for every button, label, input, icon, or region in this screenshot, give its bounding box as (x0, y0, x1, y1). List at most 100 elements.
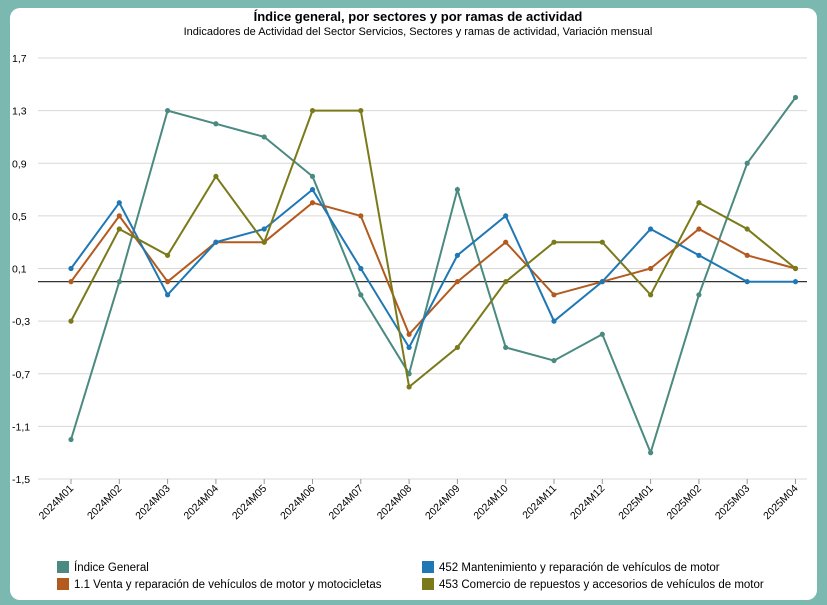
data-point (648, 450, 654, 456)
data-point (309, 186, 316, 193)
data-point (68, 318, 74, 324)
data-point (116, 226, 122, 232)
x-tick-label: 2024M12 (568, 483, 608, 523)
data-point (503, 213, 509, 219)
data-point (454, 186, 460, 193)
legend-swatch (422, 578, 434, 590)
x-tick-label: 2024M06 (278, 483, 318, 523)
data-point (261, 239, 267, 245)
data-point (261, 226, 267, 232)
data-point (792, 265, 799, 272)
data-point (648, 226, 654, 232)
chart-card: Índice general, por sectores y por ramas… (10, 8, 817, 600)
x-tick-label: 2024M02 (85, 483, 125, 523)
data-point (551, 239, 557, 245)
data-point (599, 239, 605, 245)
data-point (792, 94, 799, 101)
legend-swatch (422, 561, 434, 573)
x-tick-label: 2025M03 (713, 483, 753, 523)
data-point (696, 226, 702, 232)
x-tick-label: 2024M10 (471, 483, 511, 523)
legend-label: Índice General (74, 561, 149, 574)
y-tick-label: -0,7 (12, 369, 30, 381)
data-point (744, 279, 750, 285)
data-point (503, 239, 509, 245)
data-point (599, 279, 605, 285)
data-point (309, 200, 316, 206)
data-point (116, 279, 122, 285)
data-point (792, 279, 799, 285)
data-point (358, 213, 364, 219)
data-point (165, 252, 171, 258)
x-tick-label: 2024M08 (375, 483, 415, 523)
data-point (213, 121, 219, 127)
x-axis-ticks: 2024M01 2024M02 2024M03 2024M04 2024M05 2024M… (37, 483, 801, 523)
data-point (454, 344, 460, 351)
data-point (165, 292, 171, 298)
data-point (599, 331, 605, 337)
data-point (261, 134, 267, 140)
data-point (503, 344, 509, 351)
y-tick-label: -1,5 (12, 474, 30, 486)
data-point (454, 252, 460, 258)
series-line (70, 188, 796, 350)
chart-title: Índice general, por sectores y por ramas… (254, 9, 583, 24)
series-line (70, 96, 797, 456)
data-point (68, 279, 74, 285)
grid-lines (38, 57, 807, 484)
chart-subtitle: Indicadores de Actividad del Sector Serv… (184, 26, 653, 38)
data-point (213, 239, 219, 245)
data-point (696, 200, 702, 206)
y-axis-ticks: 1,7 1,3 0,9 0,5 0,1 -0,3 -0,7 -1,1 -1,5 (12, 53, 30, 486)
data-point (68, 436, 74, 443)
data-point (116, 200, 122, 206)
legend-label: 452 Mantenimiento y reparación de vehícu… (439, 562, 720, 574)
data-point (503, 279, 509, 285)
data-point (406, 384, 412, 390)
x-tick-label: 2024M05 (230, 483, 270, 523)
x-tick-label: 2024M09 (423, 483, 463, 523)
data-point (648, 292, 654, 298)
data-point (116, 213, 122, 219)
data-point (358, 292, 364, 298)
y-tick-label: 0,9 (12, 158, 27, 170)
data-point (696, 292, 702, 298)
x-tick-label: 2024M03 (133, 483, 173, 523)
x-tick-label: 2024M01 (37, 483, 77, 523)
data-point (696, 252, 702, 258)
x-tick-label: 2024M11 (520, 483, 559, 522)
data-point (744, 160, 750, 166)
data-point (648, 265, 654, 272)
legend: Índice General 1.1 Venta y reparación de … (57, 561, 764, 591)
y-tick-label: 1,7 (12, 53, 27, 65)
legend-swatch (57, 561, 69, 573)
data-point (68, 265, 74, 272)
data-point (165, 279, 171, 285)
series-lines (68, 94, 799, 456)
legend-swatch (57, 578, 69, 590)
data-point (309, 108, 316, 114)
data-point (358, 265, 364, 272)
data-point (165, 108, 171, 114)
series-line (70, 109, 797, 389)
data-point (551, 357, 557, 364)
data-point (406, 344, 412, 351)
x-tick-label: 2024M07 (326, 483, 366, 523)
y-tick-label: -1,1 (12, 421, 30, 433)
y-tick-label: 0,5 (12, 211, 27, 223)
x-tick-label: 2025M01 (616, 483, 656, 523)
data-point (213, 173, 219, 180)
data-point (551, 292, 557, 298)
x-tick-label: 2024M04 (182, 483, 222, 523)
y-tick-label: -0,3 (12, 316, 30, 328)
line-chart: Índice general, por sectores y por ramas… (12, 9, 807, 591)
data-point (744, 226, 750, 232)
y-tick-label: 1,3 (12, 106, 27, 118)
y-tick-label: 0,1 (12, 264, 27, 276)
data-point (454, 279, 460, 285)
x-tick-label: 2025M04 (761, 483, 801, 523)
data-point (744, 252, 750, 258)
data-point (406, 331, 412, 337)
data-point (309, 173, 316, 180)
data-point (551, 318, 557, 324)
